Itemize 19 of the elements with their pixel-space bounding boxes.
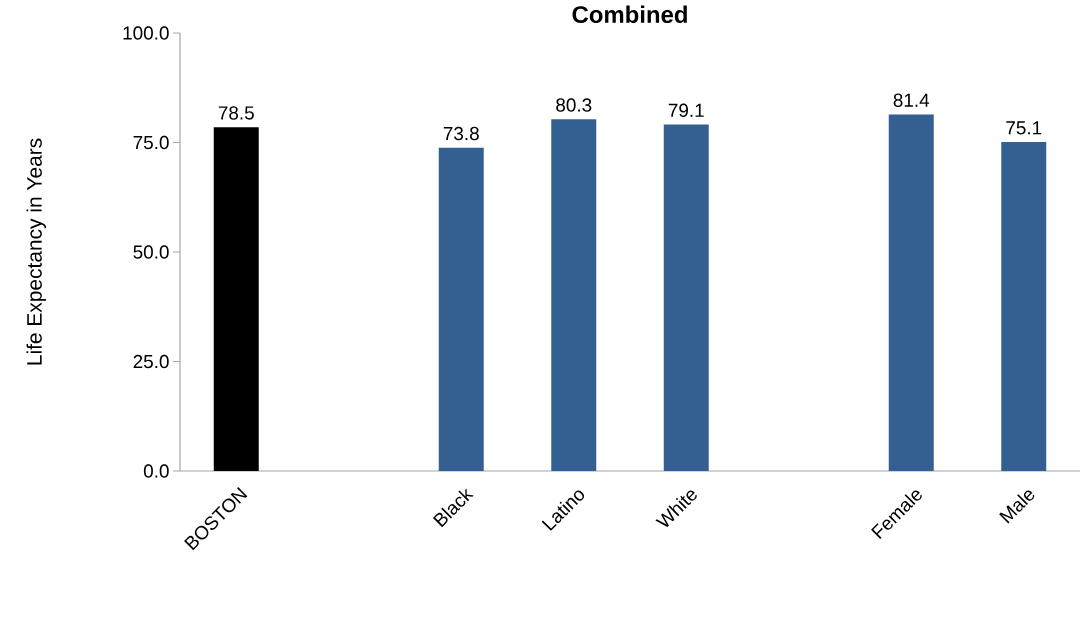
data-label: 80.3	[556, 98, 592, 112]
y-axis-title: Life Expectancy in Years	[26, 138, 46, 365]
bar	[551, 119, 597, 471]
chart-title: Combined	[572, 5, 687, 24]
data-label: 73.8	[443, 126, 479, 141]
y-tick-label: 100.0	[123, 26, 169, 40]
bar	[213, 127, 259, 471]
bar	[663, 124, 709, 471]
data-label: 79.1	[668, 103, 704, 118]
data-label: 81.4	[893, 93, 930, 107]
data-label: 78.5	[218, 106, 254, 120]
y-tick-label: 25.0	[133, 354, 169, 369]
data-label: 75.1	[1006, 121, 1042, 135]
y-tick-label: 50.0	[133, 245, 169, 259]
y-tick-label: 0.0	[143, 464, 169, 478]
bar	[888, 114, 934, 471]
y-tick-label: 75.0	[133, 135, 169, 150]
bar	[1001, 142, 1047, 471]
bar	[438, 147, 484, 471]
